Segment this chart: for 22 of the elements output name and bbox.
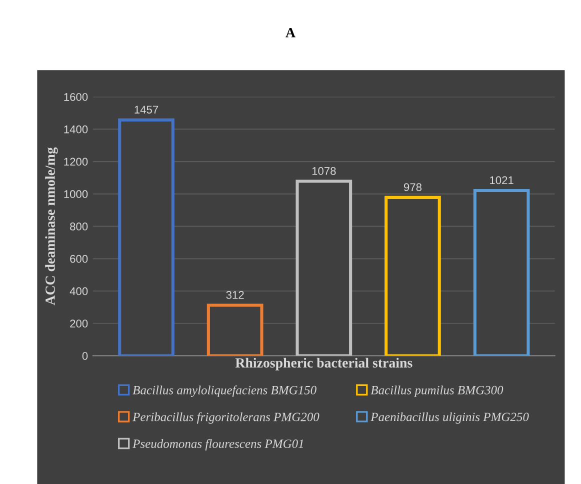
data-label: 312 [226, 291, 244, 299]
y-tick-label: 400 [70, 287, 88, 296]
legend-label: Paenibacillus uliginis PMG250 [370, 412, 529, 424]
data-label: 1457 [134, 106, 158, 114]
y-tick-label: 1600 [64, 93, 88, 101]
y-tick-label: 1000 [64, 190, 88, 198]
x-axis-title: Rhizospheric bacterial strains [235, 358, 412, 370]
data-label: 1078 [312, 167, 336, 175]
y-tick-label: 600 [70, 254, 88, 263]
chart-title: A [286, 28, 296, 38]
data-label: 978 [404, 183, 422, 192]
legend-label: Bacillus amyloliquefaciens BMG150 [132, 385, 316, 397]
y-tick-label: 0 [82, 352, 88, 360]
y-tick-label: 1200 [64, 158, 88, 166]
y-tick-label: 1400 [64, 125, 88, 134]
legend-label: Bacillus pumilus BMG300 [370, 386, 504, 397]
data-label: 1021 [490, 176, 514, 184]
y-axis-title: ACC deaminase nmole/mg [45, 147, 58, 306]
legend-label: Peribacillus frigoritolerans PMG200 [132, 412, 320, 424]
legend-label: Pseudomonas flourescens PMG01 [132, 439, 303, 451]
y-tick-label: 200 [70, 320, 88, 328]
y-tick-label: 800 [70, 222, 88, 230]
